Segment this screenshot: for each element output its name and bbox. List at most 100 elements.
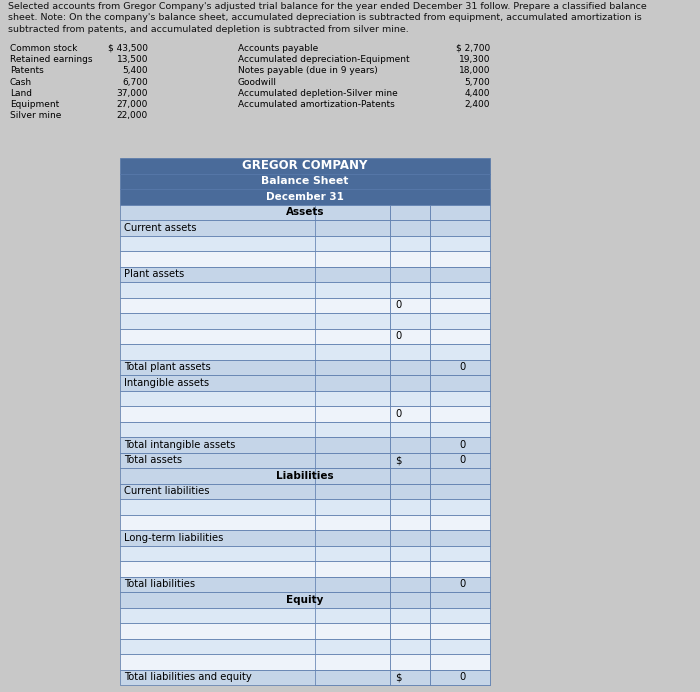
Text: 5,400: 5,400 <box>122 66 148 75</box>
Bar <box>390 421 430 437</box>
Bar <box>390 468 430 484</box>
Text: 2,400: 2,400 <box>465 100 490 109</box>
Text: 13,500: 13,500 <box>116 55 148 64</box>
Text: 0: 0 <box>460 672 466 682</box>
Bar <box>315 669 390 685</box>
Text: Retained earnings: Retained earnings <box>10 55 92 64</box>
Text: $ 2,700: $ 2,700 <box>456 44 490 53</box>
Bar <box>0 0 700 77</box>
Bar <box>120 545 490 561</box>
Bar <box>390 266 430 282</box>
Bar <box>390 561 430 576</box>
Bar <box>430 592 490 608</box>
Bar <box>315 468 390 484</box>
Bar <box>315 390 390 406</box>
Bar <box>390 639 430 654</box>
Bar <box>120 205 490 220</box>
Bar <box>315 220 390 235</box>
Bar <box>120 174 490 189</box>
Bar <box>315 514 390 530</box>
Bar <box>120 639 490 654</box>
Bar <box>315 608 390 623</box>
Bar <box>430 576 490 592</box>
Bar <box>430 344 490 360</box>
Text: Cash: Cash <box>10 78 32 86</box>
Bar <box>430 251 490 266</box>
Bar <box>430 468 490 484</box>
Bar <box>390 390 430 406</box>
Bar <box>315 437 390 453</box>
Bar <box>315 329 390 344</box>
Text: 0: 0 <box>395 300 401 310</box>
Text: Common stock: Common stock <box>10 44 78 53</box>
Bar <box>120 484 490 499</box>
Text: 18,000: 18,000 <box>458 66 490 75</box>
Bar <box>120 654 490 669</box>
Bar <box>430 654 490 669</box>
Bar <box>390 205 430 220</box>
Bar <box>315 344 390 360</box>
Text: 37,000: 37,000 <box>116 89 148 98</box>
Bar <box>430 360 490 375</box>
Bar <box>120 375 490 390</box>
Bar <box>390 220 430 235</box>
Text: Current liabilities: Current liabilities <box>124 486 209 496</box>
Bar <box>120 266 490 282</box>
Text: Equity: Equity <box>286 594 323 605</box>
Bar <box>430 375 490 390</box>
Bar <box>315 530 390 545</box>
Text: GREGOR COMPANY: GREGOR COMPANY <box>242 159 368 172</box>
Text: Liabilities: Liabilities <box>276 471 334 481</box>
Text: Silver mine: Silver mine <box>10 111 62 120</box>
Bar <box>430 499 490 514</box>
Bar <box>430 235 490 251</box>
Bar <box>430 205 490 220</box>
Text: Accumulated depletion-Silver mine: Accumulated depletion-Silver mine <box>238 89 398 98</box>
Bar <box>390 514 430 530</box>
Bar <box>315 266 390 282</box>
Bar <box>315 421 390 437</box>
Bar <box>390 530 430 545</box>
Text: $: $ <box>395 455 401 465</box>
Bar <box>315 576 390 592</box>
Bar <box>120 390 490 406</box>
Text: Total intangible assets: Total intangible assets <box>124 439 235 450</box>
Bar <box>120 453 490 468</box>
Bar <box>430 608 490 623</box>
Bar <box>120 623 490 639</box>
Text: Land: Land <box>10 89 32 98</box>
Text: Patents: Patents <box>10 66 43 75</box>
Bar <box>390 576 430 592</box>
Bar <box>390 623 430 639</box>
Bar <box>430 329 490 344</box>
Bar <box>120 158 490 174</box>
Text: sheet. Note: On the company's balance sheet, accumulated depreciation is subtrac: sheet. Note: On the company's balance sh… <box>8 14 642 23</box>
Text: 4,400: 4,400 <box>465 89 490 98</box>
Bar <box>430 639 490 654</box>
Text: Goodwill: Goodwill <box>238 78 277 86</box>
Bar <box>315 654 390 669</box>
Bar <box>120 592 490 608</box>
Bar <box>430 266 490 282</box>
Bar <box>390 235 430 251</box>
Text: December 31: December 31 <box>266 192 344 202</box>
Text: Assets: Assets <box>286 207 324 217</box>
Bar <box>120 499 490 514</box>
Text: 6,700: 6,700 <box>122 78 148 86</box>
Bar <box>120 251 490 266</box>
Bar <box>315 282 390 298</box>
Bar <box>120 329 490 344</box>
Text: 5,700: 5,700 <box>464 78 490 86</box>
Bar <box>390 545 430 561</box>
Bar <box>120 344 490 360</box>
Bar <box>120 282 490 298</box>
Bar <box>315 360 390 375</box>
Bar <box>120 608 490 623</box>
Bar <box>315 313 390 329</box>
Bar <box>430 390 490 406</box>
Bar <box>430 220 490 235</box>
Bar <box>120 235 490 251</box>
Bar <box>120 189 490 205</box>
Bar <box>390 375 430 390</box>
Text: 0: 0 <box>460 455 466 465</box>
